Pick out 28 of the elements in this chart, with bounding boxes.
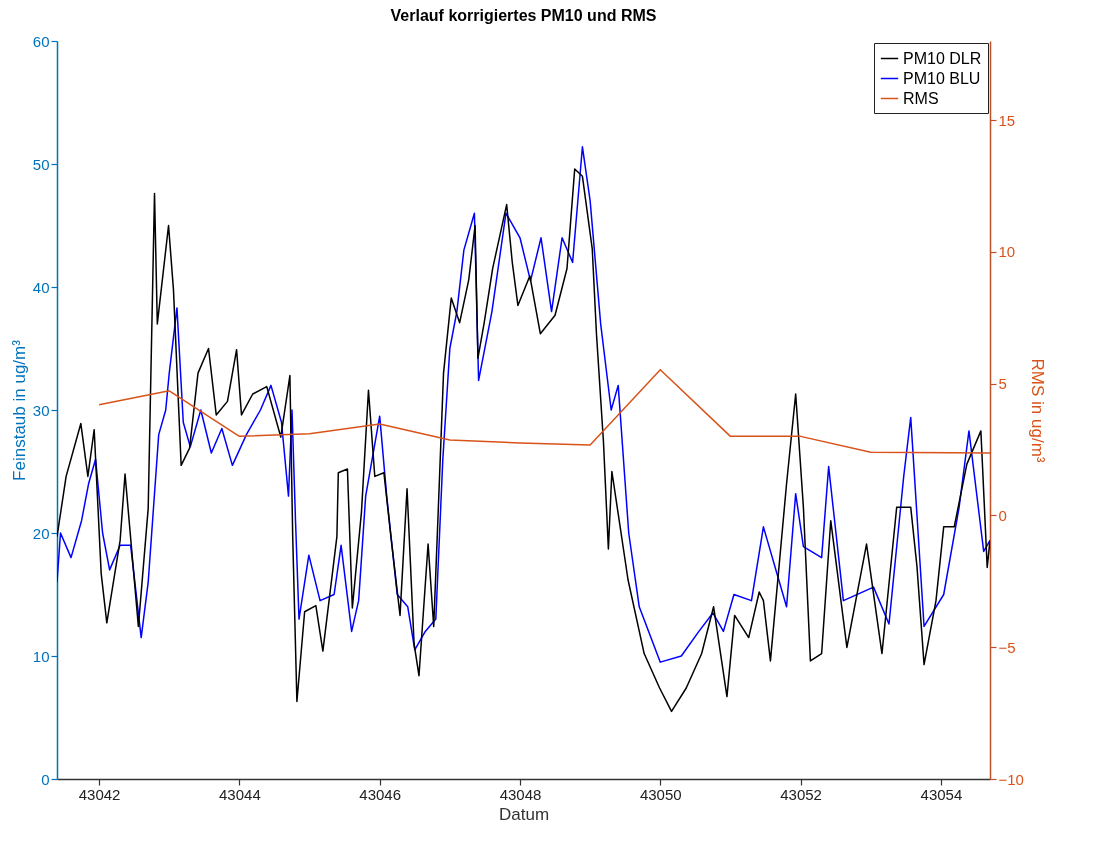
y2-tick-label: −5 — [998, 638, 1016, 656]
line-series — [98, 368, 990, 454]
legend-label: PM10 BLU — [903, 69, 981, 87]
x-axis-title: Datum — [498, 804, 550, 824]
y2-axis-title: RMS in ug/m³ — [1027, 358, 1047, 463]
y2-tick-label: 0 — [998, 506, 1007, 524]
x-tick-label: 43052 — [780, 785, 822, 803]
y-axis-title: Feinstaub in ug/m³ — [9, 339, 29, 481]
y-tick-label: 20 — [32, 524, 50, 542]
y-tick-label: 0 — [41, 770, 50, 788]
legend-label: PM10 DLR — [903, 49, 982, 67]
x-tick-label: 43050 — [639, 785, 682, 803]
y2-tick-label: 15 — [998, 111, 1016, 129]
y-tick-label: 50 — [32, 155, 50, 173]
y2-tick-label: −10 — [998, 770, 1024, 788]
x-tick-label: 43048 — [499, 785, 542, 803]
chart-title: Verlauf korrigiertes PM10 und RMS — [390, 7, 657, 24]
y2-tick-label: 10 — [998, 243, 1016, 261]
x-tick-label: 43044 — [219, 785, 261, 803]
x-tick-label: 43042 — [78, 785, 121, 803]
x-tick-label: 43046 — [359, 785, 402, 803]
y2-tick-label: 5 — [998, 375, 1007, 393]
y-tick-label: 30 — [32, 401, 50, 419]
y-tick-label: 60 — [32, 32, 50, 50]
y-tick-label: 10 — [32, 647, 50, 665]
legend-label: RMS — [903, 89, 939, 107]
y-tick-label: 40 — [32, 278, 50, 296]
x-tick-label: 43054 — [920, 785, 963, 803]
